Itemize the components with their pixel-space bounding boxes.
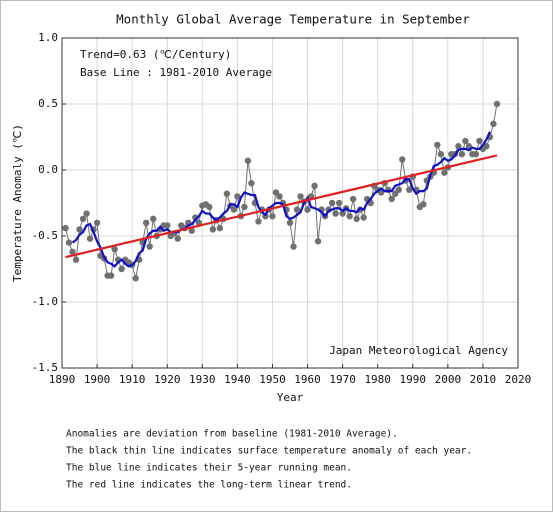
y-tick-label: -1.0 (32, 295, 59, 308)
x-tick-label: 1930 (189, 373, 216, 386)
data-point (472, 150, 480, 158)
data-point (248, 180, 255, 187)
data-point (339, 210, 346, 217)
data-point (458, 150, 466, 158)
data-point (93, 219, 101, 226)
data-point (455, 143, 462, 150)
data-point (107, 272, 115, 279)
data-point (353, 215, 360, 223)
x-tick-label: 1990 (400, 373, 427, 386)
annotation: Base Line : 1981-2010 Average (80, 66, 272, 79)
x-tick-label: 1970 (329, 373, 356, 386)
data-point (76, 226, 83, 233)
series-line (65, 103, 498, 279)
data-point (332, 210, 339, 217)
data-point (349, 195, 357, 203)
y-tick-label: 0.5 (38, 97, 58, 110)
data-point (360, 214, 367, 221)
series-line (65, 154, 498, 259)
data-point (188, 227, 195, 234)
data-point (462, 137, 469, 145)
data-point (146, 243, 153, 250)
x-tick-label: 1890 (49, 373, 76, 386)
data-point (476, 137, 483, 145)
note: The red line indicates the long-term lin… (66, 480, 352, 491)
data-point (241, 203, 248, 211)
data-point (314, 238, 322, 245)
data-point (388, 195, 395, 203)
x-tick-label: 1940 (224, 373, 251, 386)
data-point (255, 218, 262, 225)
data-point (490, 120, 497, 128)
chart-title: Monthly Global Average Temperature in Se… (116, 12, 470, 27)
data-point (118, 265, 125, 273)
x-tick-label: 2010 (470, 373, 497, 386)
data-point (290, 243, 297, 250)
x-tick-label: 1980 (364, 373, 391, 386)
y-tick-label: 1.0 (38, 31, 58, 44)
x-tick-label: 1960 (294, 373, 321, 386)
data-point (150, 215, 157, 223)
x-tick-label: 1900 (84, 373, 111, 386)
data-point (83, 210, 90, 217)
data-point (65, 239, 73, 246)
data-point (269, 213, 276, 220)
data-point (420, 201, 427, 208)
data-point (132, 275, 139, 282)
x-tick-label: 1920 (154, 373, 181, 386)
x-tick-label: 2020 (505, 373, 532, 386)
data-point (244, 157, 252, 164)
plot-border (61, 37, 519, 369)
data-point (142, 219, 150, 226)
data-point (72, 256, 80, 263)
data-point (223, 190, 231, 197)
data-point (328, 199, 336, 207)
data-point (297, 193, 304, 200)
data-point (276, 193, 283, 200)
data-point (493, 100, 501, 108)
plot-area (62, 38, 518, 368)
series-line (71, 131, 491, 268)
data-point (395, 186, 402, 193)
data-point (206, 203, 213, 211)
data-point (335, 199, 343, 207)
data-point (406, 186, 413, 193)
data-point (441, 169, 448, 176)
data-point (483, 143, 490, 150)
data-point (209, 226, 217, 233)
note: Anomalies are deviation from baseline (1… (66, 429, 398, 440)
data-point (174, 235, 181, 242)
data-point (230, 206, 238, 213)
x-tick-label: 2000 (435, 373, 462, 386)
data-point (69, 248, 76, 256)
data-point (86, 235, 94, 242)
x-tick-label: 1910 (119, 373, 146, 386)
data-point (304, 206, 311, 213)
data-point (286, 219, 294, 226)
data-point (79, 215, 87, 223)
annotation: Japan Meteorological Agency (329, 344, 508, 357)
y-tick-label: -0.5 (32, 229, 59, 242)
data-point (216, 224, 224, 232)
note: The black thin line indicates surface te… (66, 446, 472, 457)
data-point (346, 213, 353, 220)
x-tick-label: 1950 (259, 373, 286, 386)
annotation: Trend=0.63 (℃/Century) (80, 48, 231, 61)
data-point (437, 150, 445, 158)
data-point (293, 206, 301, 213)
data-point (62, 224, 69, 232)
data-point (399, 156, 406, 163)
data-point (111, 246, 118, 253)
note: The blue line indicates their 5-year run… (66, 463, 352, 474)
data-point (434, 141, 441, 149)
data-point (234, 193, 241, 200)
data-point (311, 182, 318, 190)
data-point (164, 222, 171, 229)
y-axis-label: Temperature Anomaly (℃) (11, 124, 24, 282)
y-tick-label: 0.0 (38, 163, 58, 176)
y-tick-label: -1.5 (32, 361, 59, 374)
x-axis-label: Year (277, 391, 304, 404)
